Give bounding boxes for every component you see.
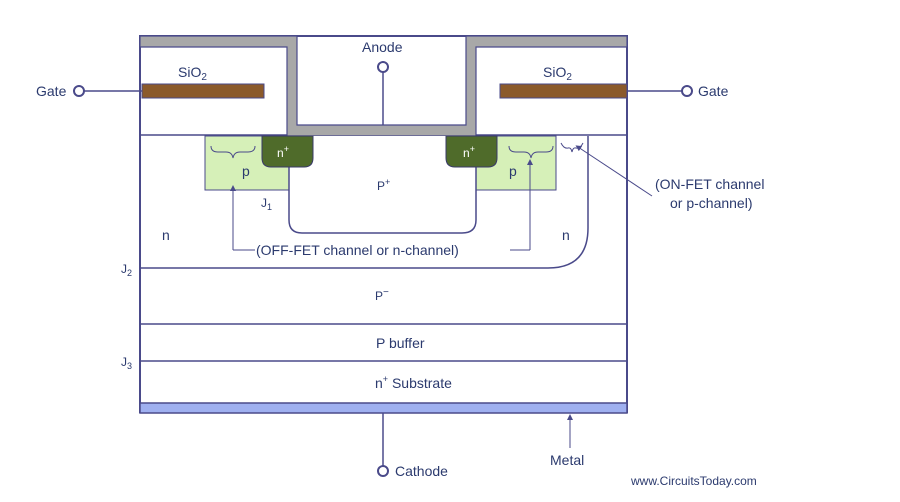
p-plus-region	[288, 136, 477, 234]
anode-terminal	[377, 61, 389, 73]
sio2-label-left: SiO2	[178, 64, 207, 83]
p-minus-label: P−	[375, 287, 389, 303]
gate-label-right: Gate	[698, 83, 729, 99]
off-fet-channel-label: (OFF-FET channel or n-channel)	[256, 242, 459, 258]
gate-terminal-left	[73, 85, 85, 97]
j2-label: J2	[121, 262, 132, 278]
p-plus-label: P+	[377, 177, 390, 193]
channel-brace-right	[508, 145, 554, 159]
cathode-label: Cathode	[395, 463, 448, 479]
n-region-label-right: n	[562, 227, 570, 243]
gate-terminal-right	[681, 85, 693, 97]
j2-junction	[140, 136, 589, 269]
metal-label: Metal	[550, 452, 584, 468]
n-plus-region-right	[445, 135, 498, 168]
cathode-metal-layer	[139, 402, 628, 414]
p-label-left: p	[242, 163, 250, 179]
gate-label-left: Gate	[36, 83, 67, 99]
on-fet-channel-label-line1: (ON-FET channel	[655, 176, 764, 192]
p-label-right: p	[509, 163, 517, 179]
anode-label: Anode	[362, 39, 403, 55]
p-buffer-label: P buffer	[376, 335, 425, 351]
substrate-label: n+ Substrate	[375, 374, 452, 391]
j1-label: J1	[261, 196, 272, 212]
cathode-terminal	[377, 465, 389, 477]
n-plus-label-left: n+	[277, 144, 289, 160]
n-plus-label-right: n+	[463, 144, 475, 160]
n-plus-region-left	[261, 135, 314, 168]
anode-metal-layer	[139, 35, 628, 137]
j3-label: J3	[121, 355, 132, 371]
channel-brace-left	[210, 145, 256, 159]
watermark: www.CircuitsToday.com	[630, 474, 757, 488]
on-fet-channel-label-line2: or p-channel)	[670, 195, 753, 211]
n-region-label-left: n	[162, 227, 170, 243]
on-fet-arrow	[575, 145, 653, 197]
gate-electrode-left	[141, 83, 265, 99]
sio2-label-right: SiO2	[543, 64, 572, 83]
gate-electrode-right	[499, 83, 628, 99]
